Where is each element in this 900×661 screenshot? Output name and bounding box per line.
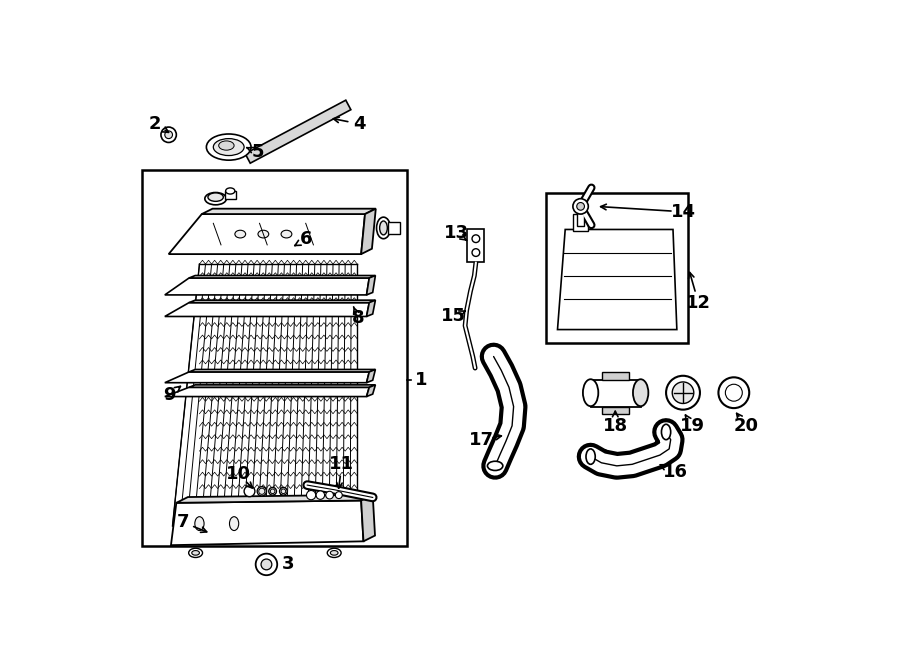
Ellipse shape: [258, 230, 269, 238]
Text: 4: 4: [354, 115, 366, 133]
Circle shape: [307, 490, 316, 500]
Polygon shape: [245, 100, 351, 163]
Circle shape: [258, 488, 265, 494]
Circle shape: [270, 489, 274, 494]
Circle shape: [257, 486, 266, 496]
Ellipse shape: [633, 379, 648, 407]
Text: 3: 3: [282, 555, 294, 574]
Circle shape: [666, 375, 700, 410]
Ellipse shape: [230, 517, 238, 531]
Ellipse shape: [583, 379, 599, 407]
Polygon shape: [165, 303, 369, 317]
Circle shape: [165, 131, 173, 139]
Ellipse shape: [488, 461, 503, 471]
Text: 8: 8: [352, 309, 365, 327]
Text: 11: 11: [329, 455, 355, 473]
Circle shape: [725, 384, 742, 401]
Polygon shape: [361, 209, 376, 254]
Text: 13: 13: [444, 224, 469, 243]
Text: 1: 1: [415, 371, 428, 389]
Polygon shape: [189, 276, 375, 278]
Ellipse shape: [235, 230, 246, 238]
Bar: [573, 214, 589, 231]
Circle shape: [718, 377, 749, 408]
Ellipse shape: [205, 192, 227, 205]
Text: 10: 10: [225, 465, 250, 483]
Circle shape: [316, 491, 325, 499]
Polygon shape: [165, 387, 369, 397]
Text: 16: 16: [662, 463, 688, 481]
Polygon shape: [366, 369, 375, 383]
Text: 19: 19: [680, 417, 705, 435]
Polygon shape: [366, 385, 375, 397]
Ellipse shape: [281, 230, 292, 238]
Circle shape: [573, 199, 589, 214]
Circle shape: [472, 249, 480, 256]
Ellipse shape: [206, 134, 251, 160]
Circle shape: [256, 554, 277, 575]
Polygon shape: [176, 494, 373, 503]
Polygon shape: [189, 385, 375, 387]
Circle shape: [472, 235, 480, 243]
Circle shape: [326, 491, 333, 499]
Ellipse shape: [330, 551, 338, 555]
Ellipse shape: [586, 449, 595, 464]
Circle shape: [161, 127, 176, 143]
Polygon shape: [189, 369, 375, 372]
Polygon shape: [189, 300, 375, 303]
Ellipse shape: [192, 551, 200, 555]
Ellipse shape: [328, 548, 341, 557]
Polygon shape: [557, 229, 677, 330]
Circle shape: [269, 487, 276, 495]
Ellipse shape: [662, 424, 670, 440]
Ellipse shape: [194, 517, 204, 531]
Ellipse shape: [376, 217, 391, 239]
Text: 12: 12: [686, 293, 711, 311]
Text: 20: 20: [734, 417, 759, 435]
Text: 6: 6: [300, 231, 312, 249]
Text: 18: 18: [603, 417, 628, 435]
Bar: [546, 193, 688, 344]
Bar: [467, 229, 484, 262]
Polygon shape: [202, 209, 376, 214]
Text: 2: 2: [148, 115, 161, 133]
Circle shape: [672, 382, 694, 403]
Text: 14: 14: [670, 203, 696, 221]
Bar: [602, 372, 629, 379]
Circle shape: [281, 489, 285, 494]
Ellipse shape: [208, 193, 223, 202]
Text: 17: 17: [469, 431, 494, 449]
Text: 9: 9: [163, 386, 176, 404]
Bar: [602, 407, 629, 414]
Ellipse shape: [226, 188, 235, 194]
Polygon shape: [165, 278, 369, 295]
Circle shape: [280, 487, 287, 495]
Polygon shape: [165, 372, 369, 383]
Polygon shape: [361, 494, 375, 541]
Bar: [388, 222, 400, 234]
Bar: [577, 213, 584, 226]
Bar: [141, 170, 408, 546]
Bar: [225, 191, 236, 199]
Ellipse shape: [213, 139, 244, 155]
Polygon shape: [171, 500, 364, 545]
Ellipse shape: [189, 548, 202, 557]
Polygon shape: [366, 276, 375, 295]
Polygon shape: [366, 300, 375, 317]
Circle shape: [244, 486, 255, 496]
Ellipse shape: [219, 141, 234, 150]
Circle shape: [336, 492, 342, 498]
Text: 5: 5: [252, 143, 265, 161]
Circle shape: [577, 202, 584, 210]
Ellipse shape: [380, 221, 387, 235]
Polygon shape: [168, 214, 365, 254]
Text: 15: 15: [441, 307, 466, 325]
Bar: [590, 379, 641, 407]
Text: 7: 7: [176, 513, 189, 531]
Circle shape: [261, 559, 272, 570]
